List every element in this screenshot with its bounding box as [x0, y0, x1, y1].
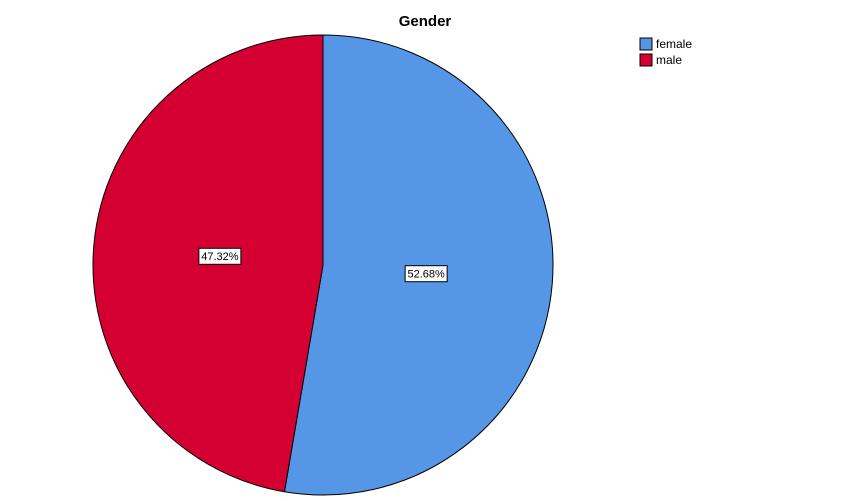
value-label-box [404, 265, 448, 283]
legend-swatch [639, 53, 653, 67]
chart-title: Gender [399, 13, 452, 30]
legend-label: female [656, 37, 692, 51]
pie-slice [283, 34, 554, 496]
legend-swatch [639, 37, 653, 51]
value-label: 47.32% [201, 251, 239, 263]
value-label: 52.68% [407, 269, 445, 281]
value-label-box [198, 247, 242, 265]
legend-label: male [656, 53, 682, 67]
